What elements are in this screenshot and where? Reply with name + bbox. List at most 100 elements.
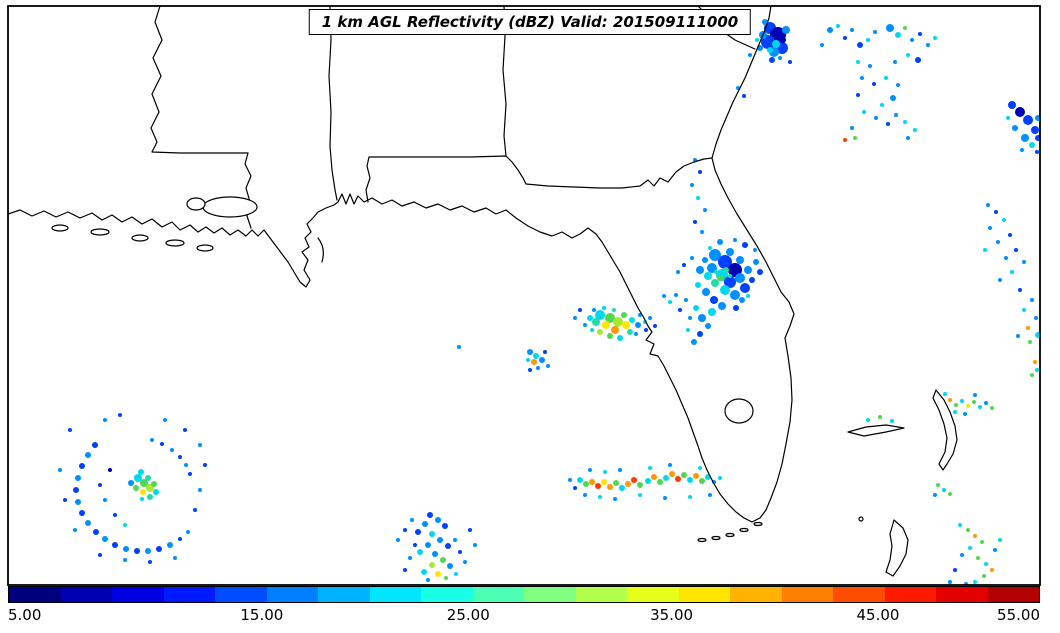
coastal-lake xyxy=(51,224,69,232)
radar-echo xyxy=(878,415,882,419)
radar-echo xyxy=(850,126,854,130)
florida-keys-island xyxy=(753,521,763,527)
radar-echo xyxy=(693,305,699,311)
radar-echo xyxy=(1010,270,1014,274)
radar-echo xyxy=(601,479,607,485)
radar-echo xyxy=(145,475,151,481)
radar-echo xyxy=(913,128,917,132)
coastal-lake xyxy=(165,239,185,247)
radar-echo xyxy=(850,28,854,32)
radar-echo xyxy=(429,531,435,537)
radar-echo xyxy=(966,528,970,532)
radar-echo xyxy=(148,560,152,564)
radar-echo xyxy=(973,580,977,584)
radar-echo xyxy=(788,60,792,64)
radar-echo xyxy=(718,476,722,480)
radar-echo xyxy=(1004,256,1008,260)
radar-echo xyxy=(603,470,607,474)
radar-echo xyxy=(453,538,457,542)
radar-echo xyxy=(843,138,847,142)
radar-echo xyxy=(748,53,752,57)
radar-echo xyxy=(454,572,458,576)
radar-echo xyxy=(836,24,840,28)
colorbar-tick-label: 55.00 xyxy=(997,606,1040,624)
radar-echo xyxy=(613,480,619,486)
radar-echo xyxy=(984,562,988,566)
radar-echo xyxy=(444,576,448,580)
colorbar-segment xyxy=(421,587,473,602)
map-frame xyxy=(7,5,1041,586)
radar-echo xyxy=(709,249,721,261)
radar-echo xyxy=(678,308,682,312)
radar-echo xyxy=(986,203,990,207)
radar-echo xyxy=(188,472,192,476)
radar-echo xyxy=(75,475,81,481)
colorbar-segment xyxy=(472,587,524,602)
lake-pontchartrain xyxy=(202,196,258,218)
radar-echo xyxy=(1008,233,1012,237)
radar-echo xyxy=(690,256,694,260)
radar-echo xyxy=(697,331,703,337)
radar-echo xyxy=(1002,218,1006,222)
radar-echo xyxy=(890,95,896,101)
radar-echo xyxy=(531,359,537,365)
radar-echo xyxy=(906,136,910,140)
radar-echo xyxy=(138,469,144,475)
colorbar-segment xyxy=(730,587,782,602)
radar-echo xyxy=(906,53,910,57)
radar-echo xyxy=(686,328,690,332)
radar-echo xyxy=(994,210,998,214)
radar-echo xyxy=(93,529,99,535)
radar-echo xyxy=(983,248,987,252)
lake-maurepas xyxy=(186,197,206,211)
radar-echo xyxy=(123,523,127,527)
radar-echo xyxy=(998,538,1002,542)
radar-echo xyxy=(682,263,686,267)
radar-echo xyxy=(638,493,642,497)
radar-echo xyxy=(651,474,657,480)
radar-echo xyxy=(948,398,952,402)
radar-echo xyxy=(968,546,972,550)
radar-echo xyxy=(958,523,962,527)
radar-echo xyxy=(886,122,890,126)
radar-echo xyxy=(173,556,177,560)
radar-echo xyxy=(203,463,207,467)
radar-echo xyxy=(92,442,98,448)
radar-echo xyxy=(163,418,167,422)
radar-echo xyxy=(698,170,702,174)
radar-echo xyxy=(526,358,530,362)
radar-echo xyxy=(79,510,85,516)
radar-echo xyxy=(58,468,62,472)
radar-echo xyxy=(1022,308,1026,312)
state-border-louisiana-mississippi xyxy=(150,6,252,229)
radar-echo xyxy=(422,521,428,527)
radar-echo xyxy=(820,43,824,47)
colorbar-segment xyxy=(524,587,576,602)
radar-echo xyxy=(966,404,970,408)
radar-echo xyxy=(583,323,587,327)
radar-echo xyxy=(602,306,606,310)
radar-echo xyxy=(618,468,622,472)
radar-echo xyxy=(733,305,739,311)
radar-echo xyxy=(960,553,964,557)
radar-echo xyxy=(103,498,107,502)
radar-echo xyxy=(880,103,884,107)
radar-echo xyxy=(973,534,977,538)
radar-echo xyxy=(1023,115,1033,125)
radar-echo xyxy=(998,278,1002,282)
radar-echo xyxy=(724,276,736,288)
radar-echo xyxy=(425,542,431,548)
radar-echo xyxy=(717,275,723,281)
radar-echo xyxy=(894,113,898,117)
radar-echo xyxy=(874,116,878,120)
radar-echo xyxy=(1035,368,1039,372)
colorbar-segment xyxy=(781,587,833,602)
radar-echo xyxy=(536,366,540,370)
radar-echo xyxy=(973,393,977,397)
radar-echo xyxy=(577,477,583,483)
radar-echo xyxy=(1035,115,1040,121)
radar-echo xyxy=(936,483,940,487)
radar-echo xyxy=(744,266,752,274)
radar-echo xyxy=(753,248,757,252)
radar-echo xyxy=(435,571,441,577)
